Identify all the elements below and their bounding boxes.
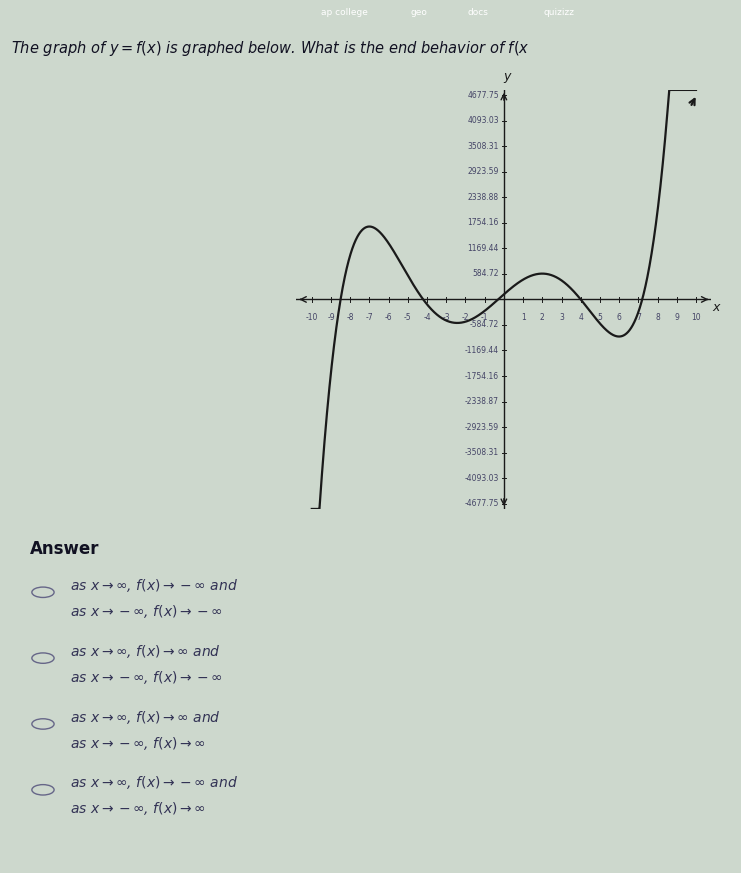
Text: -1169.44: -1169.44 [465,346,499,355]
Text: 3: 3 [559,313,564,322]
Text: -4093.03: -4093.03 [465,473,499,483]
Text: -5: -5 [404,313,412,322]
Text: -1: -1 [481,313,488,322]
Text: quizizz: quizizz [544,8,575,17]
Text: y: y [504,71,511,83]
Text: -4: -4 [423,313,431,322]
Text: -4677.75: -4677.75 [465,499,499,508]
Text: -8: -8 [347,313,354,322]
Text: as $x \to -\infty$, $f(x) \to \infty$: as $x \to -\infty$, $f(x) \to \infty$ [70,801,206,817]
Text: x: x [712,301,720,313]
Text: 1: 1 [521,313,525,322]
Text: docs: docs [468,8,488,17]
Text: 1169.44: 1169.44 [468,244,499,253]
Text: ap college: ap college [321,8,368,17]
Text: The graph of $y = f(x)$ is graphed below. What is the end behavior of $f(x$: The graph of $y = f(x)$ is graphed below… [11,39,530,58]
Text: as $x \to -\infty$, $f(x) \to -\infty$: as $x \to -\infty$, $f(x) \to -\infty$ [70,603,223,620]
Text: 9: 9 [674,313,679,322]
Text: 1754.16: 1754.16 [468,218,499,227]
Text: geo: geo [411,8,427,17]
Text: 4093.03: 4093.03 [468,116,499,126]
Text: -3: -3 [442,313,450,322]
Text: -584.72: -584.72 [470,320,499,329]
Text: 2923.59: 2923.59 [468,168,499,176]
Text: as $x \to \infty$, $f(x) \to \infty$ and: as $x \to \infty$, $f(x) \to \infty$ and [70,709,222,725]
Text: Answer: Answer [30,540,99,558]
Text: as $x \to -\infty$, $f(x) \to \infty$: as $x \to -\infty$, $f(x) \to \infty$ [70,734,206,752]
Text: -9: -9 [328,313,335,322]
Text: as $x \to -\infty$, $f(x) \to -\infty$: as $x \to -\infty$, $f(x) \to -\infty$ [70,669,223,685]
Text: -7: -7 [365,313,373,322]
Text: 8: 8 [655,313,660,322]
Text: 2: 2 [540,313,545,322]
Text: 2338.88: 2338.88 [468,193,499,202]
Text: 584.72: 584.72 [473,270,499,278]
Text: -6: -6 [385,313,393,322]
Text: 10: 10 [691,313,701,322]
Text: -10: -10 [305,313,318,322]
Text: -2338.87: -2338.87 [465,397,499,406]
Text: -2: -2 [462,313,469,322]
Text: 3508.31: 3508.31 [468,141,499,151]
Text: 7: 7 [636,313,641,322]
Text: as $x \to \infty$, $f(x) \to -\infty$ and: as $x \to \infty$, $f(x) \to -\infty$ an… [70,774,239,792]
Text: 4677.75: 4677.75 [468,91,499,100]
Text: as $x \to \infty$, $f(x) \to -\infty$ and: as $x \to \infty$, $f(x) \to -\infty$ an… [70,577,239,594]
Text: 5: 5 [597,313,602,322]
Text: 4: 4 [578,313,583,322]
Text: -3508.31: -3508.31 [465,448,499,457]
Text: -2923.59: -2923.59 [465,423,499,431]
Text: as $x \to \infty$, $f(x) \to \infty$ and: as $x \to \infty$, $f(x) \to \infty$ and [70,643,222,660]
Text: 6: 6 [617,313,622,322]
Text: -1754.16: -1754.16 [465,372,499,381]
